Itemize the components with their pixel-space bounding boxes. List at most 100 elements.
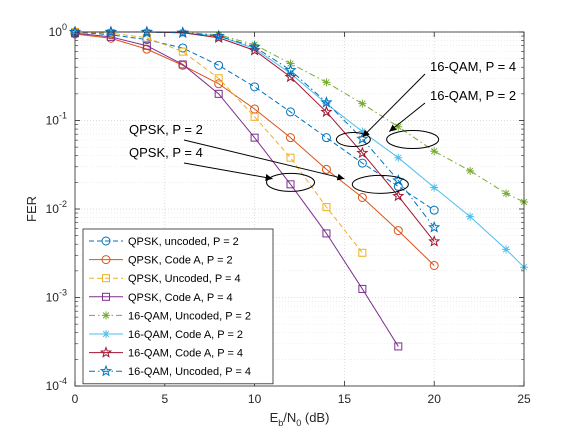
legend-entry-4: QPSK, Code A, P = 4 xyxy=(89,292,233,304)
series-line xyxy=(74,33,435,266)
legend-label: 16-QAM, Uncoded, P = 4 xyxy=(128,366,251,378)
data-point xyxy=(104,25,118,38)
data-point xyxy=(356,132,369,145)
data-point xyxy=(321,164,331,174)
legend-label: 16-QAM, Code A, P = 4 xyxy=(128,348,243,360)
data-point xyxy=(250,112,259,121)
legend-entry-6: 16-QAM, Code A, P = 2 xyxy=(89,329,243,341)
x-tick-label: 10 xyxy=(248,392,262,406)
data-point xyxy=(358,99,367,108)
annotation-text: 16-QAM, P = 4 xyxy=(430,59,516,74)
data-point xyxy=(214,32,223,41)
data-point xyxy=(429,260,439,270)
x-tick-label: 25 xyxy=(517,392,531,406)
y-tick-label: 10-4 xyxy=(46,376,67,393)
data-point xyxy=(286,107,296,117)
data-point xyxy=(286,59,295,68)
legend-label: QPSK, Uncoded, P = 4 xyxy=(128,273,241,285)
data-point xyxy=(322,99,331,108)
data-point xyxy=(322,203,331,212)
annotation-1: 16-QAM, P = 4 xyxy=(335,59,516,147)
data-point xyxy=(102,292,110,301)
data-point xyxy=(394,153,403,162)
data-point xyxy=(502,189,511,198)
data-point xyxy=(286,69,295,78)
annotation-ellipse xyxy=(266,172,316,192)
data-point xyxy=(178,60,187,69)
y-tick-label: 10-2 xyxy=(46,199,67,216)
data-point xyxy=(250,82,260,92)
annotation-ellipse xyxy=(335,131,371,147)
annotation-ellipse xyxy=(351,174,409,194)
annotation-text: 16-QAM, P = 2 xyxy=(430,88,516,103)
data-point xyxy=(502,245,511,254)
data-point xyxy=(102,311,110,320)
data-point xyxy=(102,330,110,338)
data-point xyxy=(142,41,151,50)
data-point xyxy=(250,133,259,142)
data-point xyxy=(99,346,113,358)
annotation-2: 16-QAM, P = 2 xyxy=(386,88,516,149)
data-point xyxy=(392,189,405,202)
x-axis-label: Eb/N0 (dB) xyxy=(270,410,330,428)
data-point xyxy=(178,47,187,56)
y-tick-label: 10-1 xyxy=(46,111,67,128)
legend-entry-2: QPSK, Code A, P = 2 xyxy=(89,255,233,267)
data-point xyxy=(99,364,113,377)
data-point xyxy=(284,70,297,83)
annotation-arrow xyxy=(183,139,345,181)
annotation-ellipse xyxy=(386,129,440,149)
data-point xyxy=(466,212,475,221)
legend: QPSK, uncoded, P = 2 QPSK, Code A, P = 2 Q… xyxy=(82,228,274,385)
legend-entry-3: QPSK, Uncoded, P = 4 xyxy=(89,273,241,285)
legend-entry-1: QPSK, uncoded, P = 2 xyxy=(89,236,239,248)
data-point xyxy=(212,29,225,42)
data-point xyxy=(284,63,297,76)
annotation-3: QPSK, P = 2 xyxy=(129,122,409,194)
data-point xyxy=(429,205,439,215)
annotation-text: QPSK, P = 4 xyxy=(129,145,203,160)
legend-entry-7: 16-QAM, Code A, P = 4 xyxy=(89,346,243,360)
data-point xyxy=(248,40,261,53)
series-line xyxy=(74,31,435,211)
data-point xyxy=(140,25,153,38)
data-point xyxy=(101,236,111,246)
data-point xyxy=(358,284,367,293)
y-axis-label: FER xyxy=(24,196,39,222)
data-point xyxy=(393,226,403,236)
annotation-text: QPSK, P = 2 xyxy=(129,122,203,137)
x-tick-label: 0 xyxy=(72,392,79,406)
annotation-4: QPSK, P = 4 xyxy=(129,145,316,192)
legend-label: QPSK, uncoded, P = 2 xyxy=(128,236,239,248)
series-line xyxy=(74,31,363,254)
y-tick-label: 100 xyxy=(49,22,67,39)
data-point xyxy=(322,78,331,87)
legend-entry-5: 16-QAM, Uncoded, P = 2 xyxy=(89,310,251,322)
annotation-arrow xyxy=(388,102,426,132)
annotation-arrow xyxy=(183,162,273,181)
data-point xyxy=(320,105,333,118)
data-point xyxy=(466,166,475,175)
data-point xyxy=(286,153,295,162)
legend-label: 16-QAM, Code A, P = 2 xyxy=(128,329,243,341)
data-point xyxy=(286,180,295,189)
data-point xyxy=(320,96,333,108)
data-point xyxy=(214,60,224,70)
legend-box xyxy=(82,228,274,385)
x-tick-label: 20 xyxy=(428,392,442,406)
annotations: 16-QAM, P = 4 16-QAM, P = 2 QPSK, P = 2 QPS… xyxy=(129,59,516,194)
data-point xyxy=(430,147,439,156)
data-point xyxy=(214,79,224,89)
data-point xyxy=(357,192,367,202)
legend-label: QPSK, Code A, P = 4 xyxy=(128,292,233,304)
data-point xyxy=(357,158,367,168)
data-point xyxy=(176,26,189,38)
data-point xyxy=(430,183,439,192)
data-point xyxy=(286,133,296,143)
data-point xyxy=(214,74,223,83)
data-point xyxy=(428,235,441,247)
data-point xyxy=(101,255,111,265)
y-tick-label: 10-3 xyxy=(46,288,67,305)
data-point xyxy=(356,146,369,159)
